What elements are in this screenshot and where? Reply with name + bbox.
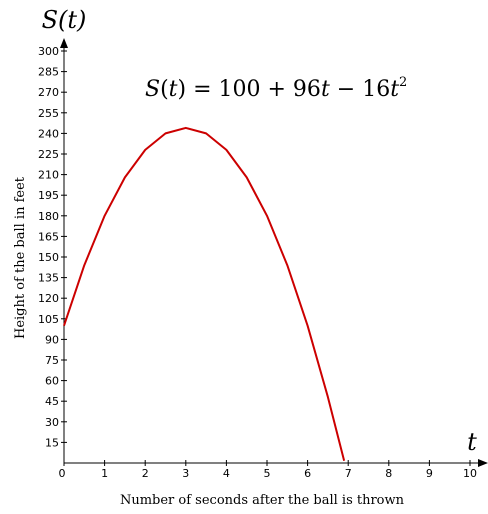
y-tick-label: 90: [45, 333, 59, 346]
formula-lhs-arg: t: [169, 77, 178, 102]
formula-exponent: 2: [399, 75, 407, 90]
y-axis-arrow: [60, 38, 68, 48]
y-tick-label: 165: [38, 230, 59, 243]
y-tick-label: 285: [38, 66, 59, 79]
x-tick-label: 7: [345, 467, 352, 480]
y-tick-label: 195: [38, 189, 59, 202]
x-tick-label: 9: [426, 467, 433, 480]
x-axis-title: Number of seconds after the ball is thro…: [120, 493, 405, 508]
ticks: 1530456075901051201351501651801952102252…: [38, 45, 477, 480]
x-tick-label: 5: [264, 467, 271, 480]
x-tick-label: 1: [101, 467, 108, 480]
formula-lhs-var: S: [145, 77, 160, 102]
y-tick-label: 255: [38, 107, 59, 120]
series-layer: [63, 126, 346, 462]
y-tick-label: 75: [45, 354, 59, 367]
x-axis-variable-label: t: [467, 428, 477, 456]
formula-rhs-minus: − 16: [330, 77, 390, 102]
y-tick-label: 180: [38, 210, 59, 223]
x-tick-label: 6: [304, 467, 311, 480]
y-tick-label: 30: [45, 416, 59, 429]
x-tick-label: 8: [385, 467, 392, 480]
x-tick-label: 10: [463, 467, 477, 480]
formula-rhs-t1: t: [321, 77, 330, 102]
x-tick-label: 2: [142, 467, 149, 480]
x-tick-label: 3: [182, 467, 189, 480]
x-axis-arrow: [478, 459, 488, 467]
series-line: [63, 126, 346, 462]
formula-text: S(t) = 100 + 96t − 16t2: [145, 75, 407, 102]
y-tick-label: 270: [38, 86, 59, 99]
y-tick-label: 45: [45, 395, 59, 408]
y-tick-label: 300: [38, 45, 59, 58]
y-tick-label: 150: [38, 251, 59, 264]
y-tick-label: 225: [38, 148, 59, 161]
y-tick-label: 15: [45, 436, 59, 449]
y-tick-label: 120: [38, 292, 59, 305]
y-axis-title: Height of the ball in feet: [13, 176, 28, 339]
y-tick-label: 60: [45, 375, 59, 388]
formula-rhs-t2: t: [390, 77, 399, 102]
x-tick-label: 4: [223, 467, 230, 480]
axes: [60, 38, 488, 467]
x-tick-label: 0: [59, 467, 66, 480]
y-tick-label: 240: [38, 127, 59, 140]
formula-rhs-main: = 100 + 96: [193, 77, 321, 102]
y-tick-label: 210: [38, 169, 59, 182]
y-tick-label: 135: [38, 272, 59, 285]
y-axis-variable-label: S(t): [42, 6, 87, 34]
y-tick-label: 105: [38, 313, 59, 326]
